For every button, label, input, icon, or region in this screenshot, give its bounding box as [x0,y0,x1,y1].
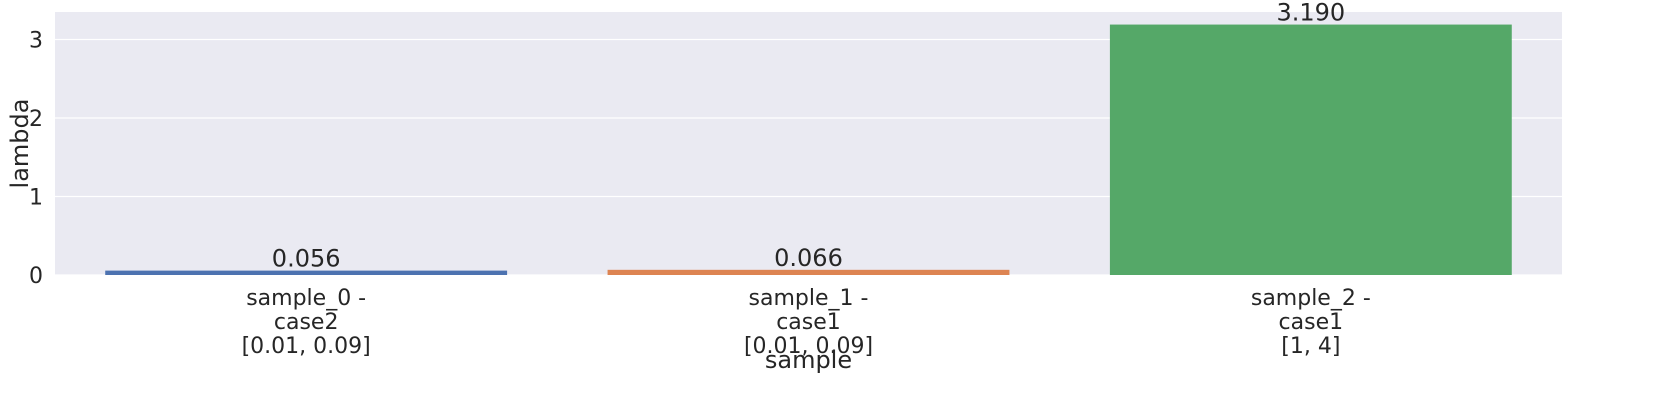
y-tick-label-0: 0 [29,264,43,289]
bar-2 [1109,24,1512,276]
y-tick-label-2: 2 [29,107,43,132]
y-axis-label: lambda [6,99,34,189]
x-tick-labels: sample_0 -case2 [0.01, 0.09] sample_1 -cas… [242,286,1371,359]
data-label-2: 3.190 [1276,0,1345,27]
bar-0 [105,270,508,275]
y-tick-label-3: 3 [29,28,43,53]
data-label-0: 0.056 [272,245,341,273]
data-label-1: 0.066 [774,244,843,272]
x-tick-label-1: sample_1 -case1 [0.01, 0.09] [744,286,873,359]
x-tick-label-0: sample_0 -case2 [0.01, 0.09] [242,286,371,359]
bars [105,24,1512,276]
bar-1 [607,269,1010,275]
x-axis-label: sample [765,346,852,374]
y-tick-label-1: 1 [29,185,43,210]
x-tick-label-2: sample_2 -case1 [1, 4] [1251,286,1371,359]
y-tick-labels: 0 1 2 3 [29,28,43,289]
data-labels: 0.056 0.066 3.190 [272,0,1345,273]
